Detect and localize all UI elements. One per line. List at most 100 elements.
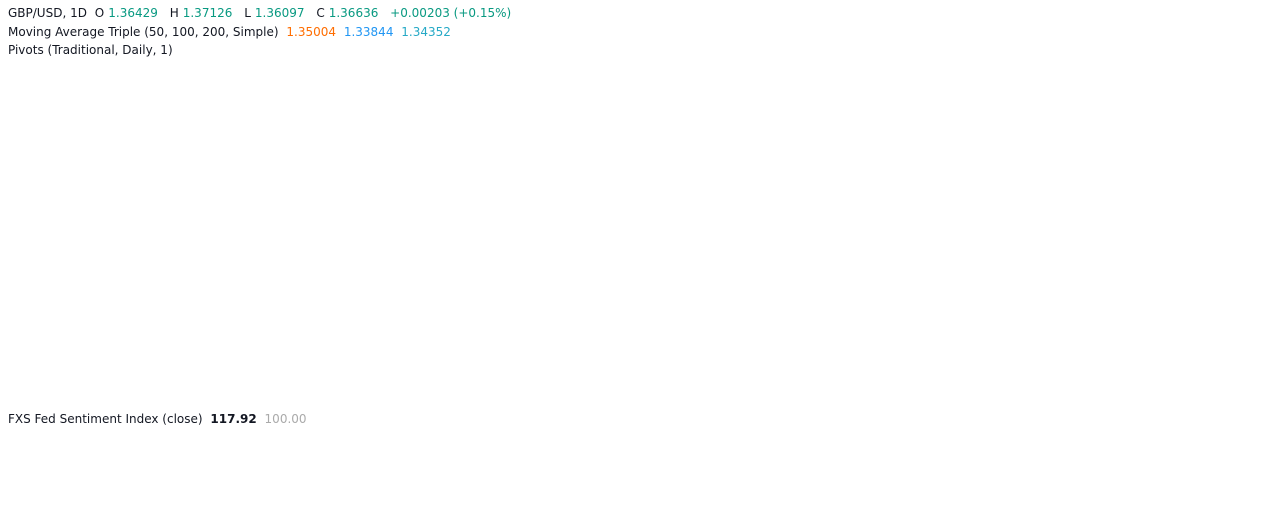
candle	[75, 186, 79, 199]
candle	[910, 156, 914, 174]
candle	[1010, 86, 1014, 105]
pivot-price-tag: 1.31415	[1217, 238, 1274, 257]
candle-body	[295, 149, 299, 170]
candle-body	[555, 164, 559, 170]
candle	[900, 151, 904, 169]
candle	[315, 156, 319, 174]
candle-body	[155, 131, 159, 142]
candle-body	[325, 185, 329, 195]
candle	[225, 73, 229, 89]
pivots-title[interactable]: Pivots (Traditional, Daily, 1)	[8, 43, 173, 57]
candle	[620, 171, 624, 189]
candle-body	[35, 199, 39, 205]
candle-body	[360, 174, 364, 190]
candle	[415, 138, 419, 154]
candle-body	[570, 189, 574, 195]
candle-body	[980, 92, 984, 95]
sentiment-value-tag-bg	[1217, 440, 1274, 458]
candle	[0, 181, 4, 189]
candle-body	[425, 139, 429, 145]
candle	[640, 191, 644, 204]
candle	[200, 116, 204, 144]
candle-body	[700, 237, 704, 245]
candle	[510, 124, 514, 154]
candle	[705, 241, 709, 254]
candle-body	[695, 237, 699, 240]
candle-body	[90, 141, 94, 161]
candle-body	[475, 130, 479, 136]
symbol-title[interactable]: GBP/USD, 1D	[8, 6, 87, 20]
candle	[395, 126, 399, 139]
sentiment-title[interactable]: FXS Fed Sentiment Index (close)	[8, 412, 203, 426]
candle	[920, 161, 924, 176]
last-price-tag: 1.36636	[1217, 91, 1274, 110]
candle-body	[885, 144, 889, 155]
candle	[580, 181, 584, 204]
ma200-value: 1.34352	[401, 25, 451, 39]
candle	[750, 226, 754, 244]
candle-body	[715, 239, 719, 245]
candle-body	[455, 160, 459, 165]
close-value: C 1.36636	[316, 6, 379, 20]
candle	[830, 146, 834, 164]
candle	[220, 76, 224, 89]
candle	[655, 231, 659, 249]
candle-body	[215, 80, 219, 90]
pivot-price-tag-text: 1.32159	[1222, 220, 1270, 234]
candle	[420, 141, 424, 154]
time-axis-label: May	[2, 496, 26, 510]
candle-body	[5, 185, 9, 195]
candle	[230, 73, 234, 104]
candle-body	[910, 160, 914, 170]
candle-body	[760, 219, 764, 221]
candle-body	[375, 139, 379, 161]
candle	[80, 171, 84, 194]
candle	[875, 136, 879, 149]
candle-body	[230, 76, 234, 101]
candle	[30, 201, 34, 214]
candle-body	[945, 130, 949, 145]
candle-body	[580, 185, 584, 200]
candle	[855, 144, 859, 154]
candle-body	[925, 164, 929, 166]
candle	[895, 158, 899, 169]
candle	[790, 181, 794, 202]
ma-title[interactable]: Moving Average Triple (50, 100, 200, Sim…	[8, 25, 279, 39]
price-pane[interactable]	[0, 42, 1212, 371]
candle-body	[595, 179, 599, 200]
candle-body	[330, 194, 334, 220]
candle	[470, 131, 474, 144]
candle-body	[210, 89, 214, 106]
candle	[140, 124, 144, 136]
time-axis-label: Jun	[115, 496, 134, 510]
ma100-price-tag-text: 1.33844	[1222, 176, 1270, 190]
candle	[290, 166, 294, 179]
candle	[695, 234, 699, 244]
candle	[295, 146, 299, 174]
candle-body	[460, 149, 464, 161]
candle	[570, 186, 574, 199]
candle-body	[435, 137, 439, 139]
candle	[645, 196, 649, 214]
candle	[770, 191, 774, 229]
time-axis-label: Apr	[1174, 496, 1194, 510]
candle	[145, 128, 149, 144]
candle-body	[510, 128, 514, 150]
candle-body	[905, 154, 909, 161]
candle-body	[225, 76, 229, 86]
candle	[375, 136, 379, 164]
candle	[475, 126, 479, 139]
candle	[245, 98, 249, 114]
candle	[710, 236, 714, 254]
candle-body	[365, 164, 369, 175]
candle	[280, 171, 284, 184]
candle-body	[20, 199, 24, 210]
candle	[810, 171, 814, 184]
candle-body	[220, 80, 224, 86]
candle-body	[870, 144, 874, 152]
candle-body	[620, 174, 624, 186]
candle-body	[770, 194, 774, 225]
candle	[165, 116, 169, 126]
